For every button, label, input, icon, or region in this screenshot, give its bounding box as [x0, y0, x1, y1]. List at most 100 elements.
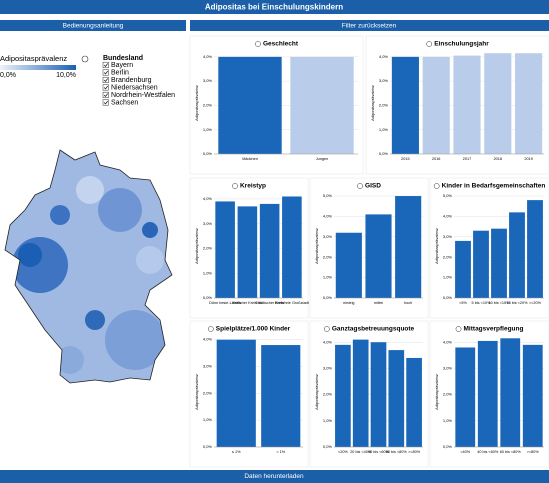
bar[interactable]	[215, 201, 235, 298]
legend-min: 0,0%	[0, 72, 16, 79]
bar[interactable]	[370, 342, 387, 447]
info-icon[interactable]	[433, 183, 440, 189]
bar[interactable]	[455, 347, 476, 447]
chart-title: Ganztagsbetreuungsquote	[332, 326, 415, 333]
x-tick-label: 2015	[401, 157, 409, 161]
y-axis-label: Adipositasprävalenz	[314, 228, 319, 264]
bar[interactable]	[522, 344, 543, 447]
x-tick-label: 40 bis <60%	[477, 450, 499, 454]
info-icon[interactable]	[207, 326, 214, 332]
bar[interactable]	[237, 206, 258, 298]
y-tick-label: 5,0%	[443, 193, 453, 198]
y-tick-label: 0,0%	[443, 295, 453, 300]
bar[interactable]	[335, 344, 351, 447]
bar[interactable]	[290, 56, 354, 154]
reset-button-label[interactable]: Filter zurücksetzen	[342, 23, 397, 30]
y-tick-label: 3,0%	[323, 365, 333, 370]
chart-title: Spielplätze/1.000 Kinder	[216, 326, 291, 333]
bar[interactable]	[218, 56, 282, 154]
y-tick-label: 0,0%	[323, 295, 333, 300]
filter-item[interactable]: Bayern	[111, 62, 133, 69]
x-tick-label: niedrig	[343, 301, 354, 305]
checkbox[interactable]	[102, 69, 109, 76]
checkbox[interactable]	[102, 99, 109, 106]
checkbox[interactable]	[102, 84, 109, 91]
chart-title: Geschlecht	[263, 41, 299, 48]
checkbox[interactable]	[102, 91, 109, 98]
x-tick-label: Städtischer Kreis	[255, 301, 284, 305]
x-tick-label: <5%	[459, 301, 467, 305]
bar[interactable]	[509, 212, 525, 298]
x-tick-label: 60 bis <80%	[386, 450, 408, 454]
y-tick-label: 0,0%	[323, 444, 333, 449]
y-tick-label: 1,0%	[203, 270, 213, 275]
info-icon[interactable]	[232, 183, 238, 189]
info-icon[interactable]	[426, 41, 433, 47]
page-title: Adipositas bei Einschulungskindern	[205, 3, 343, 12]
info-icon[interactable]	[255, 41, 261, 47]
bar[interactable]	[395, 196, 422, 298]
checkmark	[103, 100, 108, 105]
map	[5, 150, 172, 383]
bar[interactable]	[477, 340, 498, 447]
filter-item[interactable]: Niedersachsen	[111, 84, 158, 91]
x-tick-label: 5 bis <10%	[472, 301, 492, 305]
y-tick-label: 4,0%	[323, 339, 333, 344]
y-tick-label: 4,0%	[443, 213, 453, 218]
y-tick-label: 4,0%	[203, 337, 213, 342]
y-tick-label: 4,0%	[203, 54, 213, 59]
y-tick-label: 3,0%	[203, 221, 213, 226]
chart-title: Kinder in Bedarfsgemeinschaften	[442, 183, 546, 190]
bar[interactable]	[365, 214, 392, 298]
y-tick-label: 2,0%	[443, 392, 453, 397]
info-icon[interactable]	[81, 55, 89, 63]
manual-button[interactable]	[0, 20, 186, 31]
bar[interactable]	[352, 339, 369, 447]
checkbox[interactable]	[102, 76, 109, 83]
bar[interactable]	[491, 228, 507, 298]
y-axis-label: Adipositasprävalenz	[314, 374, 319, 410]
bar[interactable]	[422, 56, 450, 154]
y-tick-label: 3,0%	[443, 234, 453, 239]
y-tick-label: 3,0%	[323, 234, 333, 239]
bar[interactable]	[388, 350, 405, 447]
y-axis-label: Adipositasprävalenz	[194, 374, 199, 410]
chart-title: Mittagsverpflegung	[464, 326, 524, 333]
download-button[interactable]	[0, 470, 549, 483]
info-icon[interactable]	[455, 326, 462, 332]
y-tick-label: 4,0%	[203, 196, 213, 201]
info-icon[interactable]	[357, 183, 363, 189]
x-tick-label: 60 bis <80%	[500, 450, 522, 454]
bar[interactable]	[391, 56, 419, 154]
bar[interactable]	[216, 339, 256, 447]
x-tick-label: 15 bis <20%	[506, 301, 528, 305]
chart-title: Kreistyp	[240, 183, 266, 190]
y-tick-label: 2,0%	[203, 246, 213, 251]
bar[interactable]	[473, 230, 489, 298]
filter-item[interactable]: Sachsen	[111, 99, 138, 106]
filter-item[interactable]: Nordrhein-Westfalen	[111, 92, 175, 99]
bar[interactable]	[484, 53, 512, 154]
bar[interactable]	[515, 53, 543, 154]
bar[interactable]	[259, 203, 280, 298]
bar[interactable]	[261, 345, 301, 447]
manual-button-label[interactable]: Bedienungsanleitung	[63, 23, 124, 30]
info-icon[interactable]	[323, 326, 330, 332]
checkmark	[103, 85, 108, 90]
y-tick-label: 1,0%	[203, 127, 213, 132]
bar[interactable]	[282, 196, 302, 298]
bar[interactable]	[527, 200, 543, 298]
bar[interactable]	[455, 240, 471, 298]
filter-item[interactable]: Berlin	[111, 69, 129, 76]
checkbox[interactable]	[102, 61, 109, 68]
x-tick-label: hoch	[404, 301, 412, 305]
bar[interactable]	[335, 232, 362, 298]
y-tick-label: 1,0%	[203, 417, 213, 422]
download-button-label[interactable]: Daten herunterladen	[244, 473, 304, 480]
bar[interactable]	[453, 55, 481, 155]
filter-item[interactable]: Brandenburg	[111, 77, 152, 84]
reset-button[interactable]	[190, 20, 549, 31]
bar[interactable]	[500, 338, 521, 447]
bar[interactable]	[406, 357, 422, 447]
x-tick-label: > 1%	[276, 450, 285, 454]
